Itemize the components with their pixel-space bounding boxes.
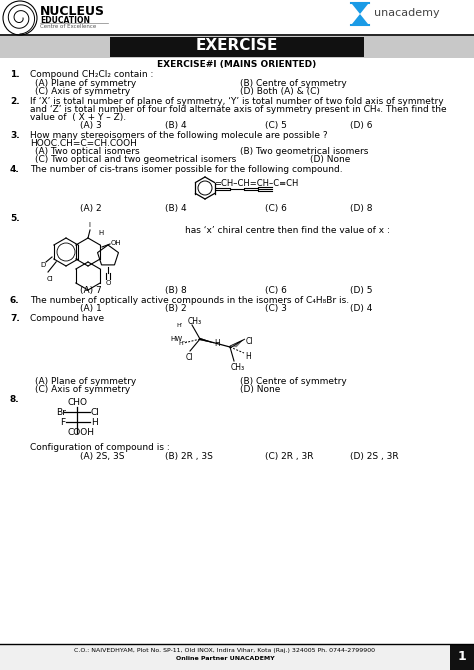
Text: (D) 6: (D) 6 <box>350 121 373 130</box>
Text: (C) Axis of symmetry: (C) Axis of symmetry <box>35 87 130 96</box>
Bar <box>450 644 474 670</box>
Text: Cl: Cl <box>246 337 254 346</box>
Text: Centre of Excellence: Centre of Excellence <box>40 24 96 29</box>
Text: (C) Axis of symmetry: (C) Axis of symmetry <box>35 385 130 394</box>
Text: (C) 5: (C) 5 <box>265 121 287 130</box>
Text: HW: HW <box>170 336 182 342</box>
Text: Cl: Cl <box>47 276 54 282</box>
Text: H″’: H″’ <box>178 341 187 346</box>
Text: OH: OH <box>111 240 122 246</box>
Text: (D) 5: (D) 5 <box>350 286 373 295</box>
Text: (B) Two geometrical isomers: (B) Two geometrical isomers <box>240 147 368 156</box>
Text: and ‘Z’ is total number of four fold alternate axis of symmetry present in CH₄. : and ‘Z’ is total number of four fold alt… <box>30 105 447 114</box>
Text: CH₃: CH₃ <box>188 317 202 326</box>
Text: has ‘x’ chiral centre then find the value of x :: has ‘x’ chiral centre then find the valu… <box>185 226 390 235</box>
Text: Cl: Cl <box>91 408 100 417</box>
Text: CHO: CHO <box>68 398 88 407</box>
Text: (C) Two optical and two geometrical isomers: (C) Two optical and two geometrical isom… <box>35 155 236 164</box>
Text: (C) 6: (C) 6 <box>265 286 287 295</box>
Text: value of  ( X + Y – Z).: value of ( X + Y – Z). <box>30 113 126 122</box>
Text: (C) 3: (C) 3 <box>265 304 287 313</box>
Text: H: H <box>214 339 220 348</box>
Text: (C) 2R , 3R: (C) 2R , 3R <box>265 452 313 461</box>
Text: (D) 2S , 3R: (D) 2S , 3R <box>350 452 399 461</box>
Text: (B) Centre of symmetry: (B) Centre of symmetry <box>240 79 347 88</box>
Text: Compound CH₂Cl₂ contain :: Compound CH₂Cl₂ contain : <box>30 70 154 79</box>
Text: 5.: 5. <box>10 214 19 223</box>
Text: (B) 2: (B) 2 <box>165 304 187 313</box>
Text: NUCLEUS: NUCLEUS <box>40 5 105 18</box>
Text: Br: Br <box>56 408 66 417</box>
Text: H: H <box>91 418 98 427</box>
Polygon shape <box>352 14 368 24</box>
Text: 7.: 7. <box>10 314 20 323</box>
Text: (D) None: (D) None <box>240 385 281 394</box>
Text: 1: 1 <box>457 651 466 663</box>
Text: COOH: COOH <box>68 428 95 437</box>
Text: (A) Plane of symmetry: (A) Plane of symmetry <box>35 377 136 386</box>
Text: 8.: 8. <box>10 395 19 404</box>
Bar <box>0 36 474 58</box>
Text: 4.: 4. <box>10 165 20 174</box>
Text: D: D <box>40 262 45 268</box>
Text: Online Partner UNACADEMY: Online Partner UNACADEMY <box>176 656 274 661</box>
Text: 6.: 6. <box>10 296 19 305</box>
Text: How many stereoisomers of the following molecule are possible ?: How many stereoisomers of the following … <box>30 131 328 140</box>
Text: O: O <box>106 280 111 286</box>
Text: HOOC.CH=C=CH.COOH: HOOC.CH=C=CH.COOH <box>30 139 137 148</box>
Text: (A) 1: (A) 1 <box>80 304 102 313</box>
Polygon shape <box>200 338 214 343</box>
Text: Compound have: Compound have <box>30 314 104 323</box>
Text: 2.: 2. <box>10 97 19 106</box>
Text: (A) Two optical isomers: (A) Two optical isomers <box>35 147 140 156</box>
Text: H: H <box>98 230 103 236</box>
Text: (B) Centre of symmetry: (B) Centre of symmetry <box>240 377 347 386</box>
Text: (A) 2S, 3S: (A) 2S, 3S <box>80 452 125 461</box>
Text: The number of cis-trans isomer possible for the following compound.: The number of cis-trans isomer possible … <box>30 165 343 174</box>
Text: (A) Plane of symmetry: (A) Plane of symmetry <box>35 79 136 88</box>
Text: The number of optically active compounds in the isomers of C₄H₈Br is.: The number of optically active compounds… <box>30 296 349 305</box>
Text: C.O.: NAIVEDHYAM, Plot No. SP-11, Old INOX, Indira Vihar, Kota (Raj.) 324005 Ph.: C.O.: NAIVEDHYAM, Plot No. SP-11, Old IN… <box>74 648 375 653</box>
Text: EXERCISE#I (MAINS ORIENTED): EXERCISE#I (MAINS ORIENTED) <box>157 60 317 69</box>
Text: (B) 4: (B) 4 <box>165 204 187 213</box>
Text: EDUCATION: EDUCATION <box>40 16 90 25</box>
Bar <box>0 644 450 670</box>
Text: If ‘X’ is total number of plane of symmetry, ‘Y’ is total number of two fold axi: If ‘X’ is total number of plane of symme… <box>30 97 444 106</box>
Text: =CH–CH=CH–C≡CH: =CH–CH=CH–C≡CH <box>214 179 298 188</box>
Text: (C) 6: (C) 6 <box>265 204 287 213</box>
Text: (D) Both (A) & (C): (D) Both (A) & (C) <box>240 87 320 96</box>
Text: Cl: Cl <box>186 353 193 362</box>
Text: I: I <box>88 222 90 228</box>
Text: 1.: 1. <box>10 70 19 79</box>
Text: (A) 3: (A) 3 <box>80 121 102 130</box>
Text: (B) 8: (B) 8 <box>165 286 187 295</box>
Text: (A) 2: (A) 2 <box>80 204 101 213</box>
Text: H′: H′ <box>176 323 182 328</box>
Text: 3.: 3. <box>10 131 19 140</box>
Text: (D) 8: (D) 8 <box>350 204 373 213</box>
Text: Configuration of compound is :: Configuration of compound is : <box>30 443 170 452</box>
Text: (D) 4: (D) 4 <box>350 304 373 313</box>
Text: EXERCISE: EXERCISE <box>196 38 278 53</box>
Bar <box>110 37 364 57</box>
Text: H: H <box>245 352 251 361</box>
Polygon shape <box>352 4 368 14</box>
Text: F: F <box>60 418 65 427</box>
Text: unacademy: unacademy <box>374 8 439 18</box>
Text: CH₃: CH₃ <box>231 363 245 372</box>
Text: (D) None: (D) None <box>310 155 350 164</box>
Text: (B) 4: (B) 4 <box>165 121 187 130</box>
Text: (B) 2R , 3S: (B) 2R , 3S <box>165 452 213 461</box>
Text: (A) 7: (A) 7 <box>80 286 102 295</box>
